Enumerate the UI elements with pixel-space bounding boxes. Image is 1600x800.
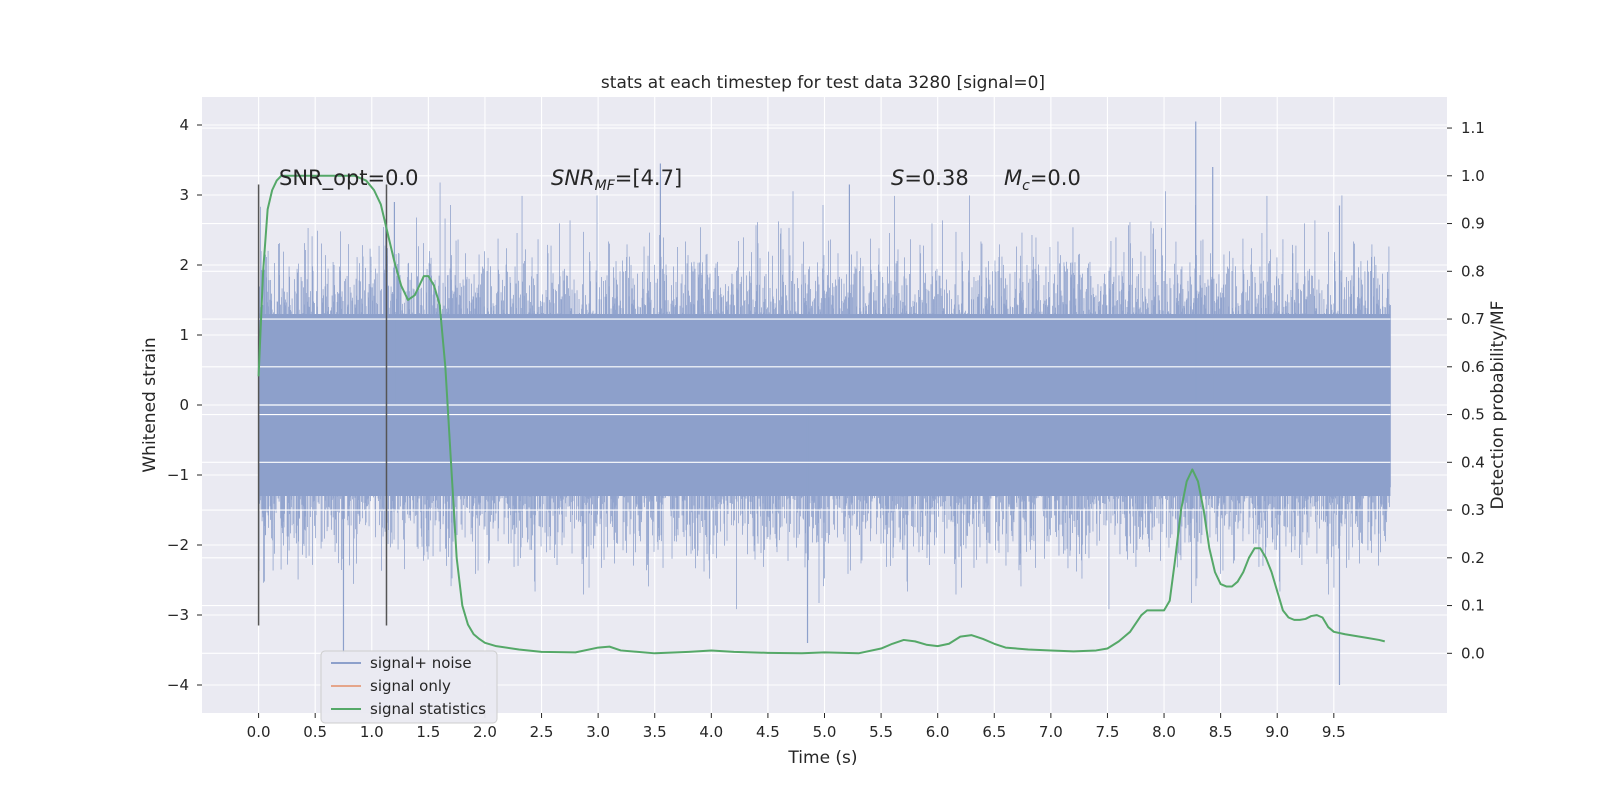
x-tick-label-11: 5.5	[869, 723, 893, 741]
y-tick-label-4: 0	[179, 396, 189, 414]
y2-tick-label-10: 0.1	[1461, 597, 1485, 615]
annotation-mc-value: Mc=0.0	[1004, 166, 1081, 194]
x-tick-label-3: 1.5	[416, 723, 440, 741]
annotation-s-value: S=0.38	[891, 166, 969, 190]
y2-tick-label-9: 0.2	[1461, 549, 1485, 567]
y-tick-label-0: 4	[179, 116, 189, 134]
y-tick-label-6: −2	[167, 536, 189, 554]
signal-statistics-line	[257, 174, 1385, 655]
y-tick-label-1: 3	[179, 186, 189, 204]
x-tick-label-19: 9.5	[1322, 723, 1346, 741]
x-tick-label-2: 1.0	[360, 723, 384, 741]
x-tick-label-4: 2.0	[473, 723, 497, 741]
y-tick-label-3: 1	[179, 326, 189, 344]
x-tick-label-8: 4.0	[699, 723, 723, 741]
y-axis-label: Whitened strain	[140, 337, 160, 472]
y2-axis-label: Detection probability/MF	[1488, 301, 1508, 510]
x-tick-label-12: 6.0	[926, 723, 950, 741]
y2-tick-label-6: 0.5	[1461, 406, 1485, 424]
y-tick-label-7: −3	[167, 606, 189, 624]
legend: signal+ noise signal only signal statist…	[320, 650, 498, 724]
legend-box	[320, 650, 498, 724]
x-axis-ticks: 0.0 0.5 1.0 1.5 2.0 2.5 3.0 3.5 4.0 4.5 5.0 5.5 6.0 6…	[247, 713, 1346, 741]
chart-title: stats at each timestep for test data 328…	[601, 73, 1045, 93]
x-tick-label-5: 2.5	[530, 723, 554, 741]
y-tick-label-8: −4	[167, 676, 189, 694]
annotation-snr-opt: SNR_opt=0.0	[279, 166, 419, 191]
y2-axis-ticks: 1.1 1.0 0.9 0.8 0.7 0.6 0.5 0.4 0.3 0.2 0.1 0.0	[1447, 119, 1485, 662]
annotation-snr-mf: SNRMF=[4.7]	[551, 166, 682, 194]
y-tick-label-5: −1	[167, 466, 189, 484]
x-tick-label-6: 3.0	[586, 723, 610, 741]
y2-tick-label-1: 1.0	[1461, 167, 1485, 185]
x-tick-label-13: 6.5	[982, 723, 1006, 741]
x-tick-label-7: 3.5	[643, 723, 667, 741]
signal-statistics-series	[257, 174, 1385, 655]
y2-tick-label-7: 0.4	[1461, 453, 1485, 471]
legend-label-signal-only: signal only	[370, 677, 451, 695]
x-tick-label-0: 0.0	[247, 723, 271, 741]
x-tick-label-1: 0.5	[303, 723, 327, 741]
x-tick-label-18: 9.0	[1265, 723, 1289, 741]
x-tick-label-10: 5.0	[813, 723, 837, 741]
x-tick-label-16: 8.0	[1152, 723, 1176, 741]
x-tick-label-14: 7.0	[1039, 723, 1063, 741]
x-axis-label: Time (s)	[787, 748, 857, 768]
y-tick-label-2: 2	[179, 256, 189, 274]
x-tick-label-15: 7.5	[1096, 723, 1120, 741]
legend-label-signal-noise: signal+ noise	[370, 654, 472, 672]
y-axis-ticks: 4 3 2 1 0 −1 −2 −3 −4	[167, 116, 202, 694]
y2-tick-label-2: 0.9	[1461, 215, 1485, 233]
y2-tick-label-4: 0.7	[1461, 310, 1485, 328]
y2-tick-label-0: 1.1	[1461, 119, 1485, 137]
marker-lines	[257, 184, 388, 626]
x-tick-label-17: 8.5	[1209, 723, 1233, 741]
y2-tick-label-3: 0.8	[1461, 262, 1485, 280]
y2-tick-label-5: 0.6	[1461, 358, 1485, 376]
x-tick-label-9: 4.5	[756, 723, 780, 741]
y2-tick-label-11: 0.0	[1461, 644, 1485, 662]
y2-tick-label-8: 0.3	[1461, 501, 1485, 519]
legend-label-signal-statistics: signal statistics	[370, 700, 486, 718]
